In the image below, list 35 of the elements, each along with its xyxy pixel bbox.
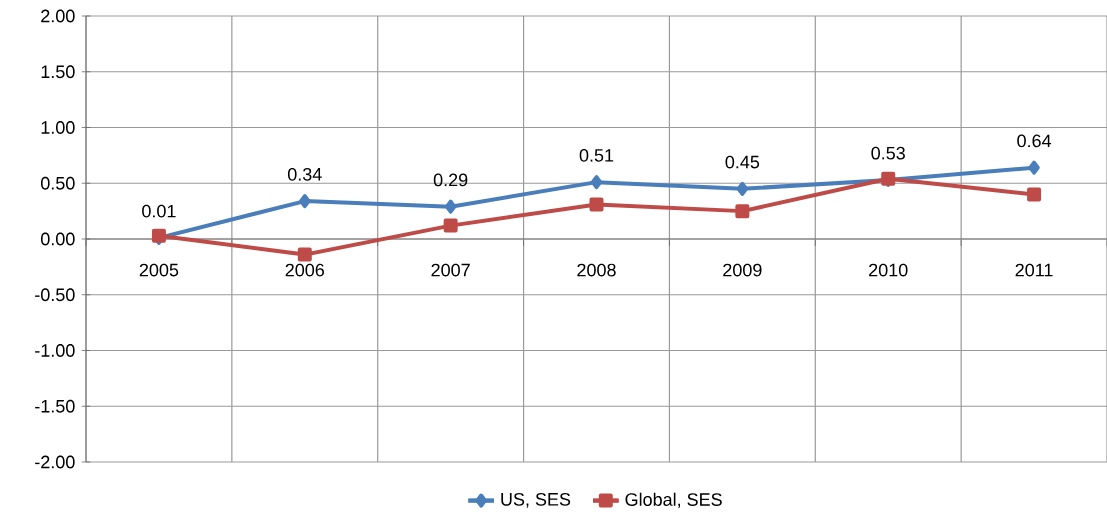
y-tick-label: -1.00 xyxy=(35,344,75,357)
data-label: 0.51 xyxy=(579,148,614,162)
point xyxy=(590,175,603,190)
point xyxy=(736,181,749,196)
x-tick-label: 2006 xyxy=(285,263,325,277)
data-label: 0.45 xyxy=(725,155,760,169)
y-tick-label: 0.50 xyxy=(40,176,75,190)
point xyxy=(1027,187,1042,202)
x-tick-label: 2009 xyxy=(723,263,762,277)
x-tick-label: 2010 xyxy=(869,263,908,277)
point xyxy=(443,218,458,233)
point xyxy=(1028,160,1040,175)
point xyxy=(735,204,750,219)
y-tick-label: 1.00 xyxy=(41,121,75,134)
y-tick-label: 1.50 xyxy=(41,65,75,79)
x-tick-label: 2007 xyxy=(431,263,470,277)
data-label: 0.64 xyxy=(1017,134,1052,148)
x-tick-label: 2005 xyxy=(139,263,179,277)
y-tick-label: 2.00 xyxy=(41,9,75,23)
point xyxy=(444,199,457,214)
data-label: 0.34 xyxy=(287,167,322,181)
legend-label: Global, SES xyxy=(625,492,722,509)
y-tick-label: -0.50 xyxy=(35,288,75,302)
point xyxy=(297,247,312,262)
y-tick-label: -2.00 xyxy=(35,455,75,469)
point xyxy=(299,194,311,209)
data-label: 0.01 xyxy=(142,204,176,218)
x-tick-label: 2011 xyxy=(1015,263,1053,277)
y-tick-label: -1.50 xyxy=(35,399,75,413)
legend-label: US, SES xyxy=(501,492,571,508)
x-tick-label: 2008 xyxy=(577,263,616,277)
y-tick-label: 0.00 xyxy=(40,232,75,246)
data-label: 0.29 xyxy=(433,173,468,187)
point xyxy=(589,197,604,212)
data-label: 0.53 xyxy=(871,146,905,160)
